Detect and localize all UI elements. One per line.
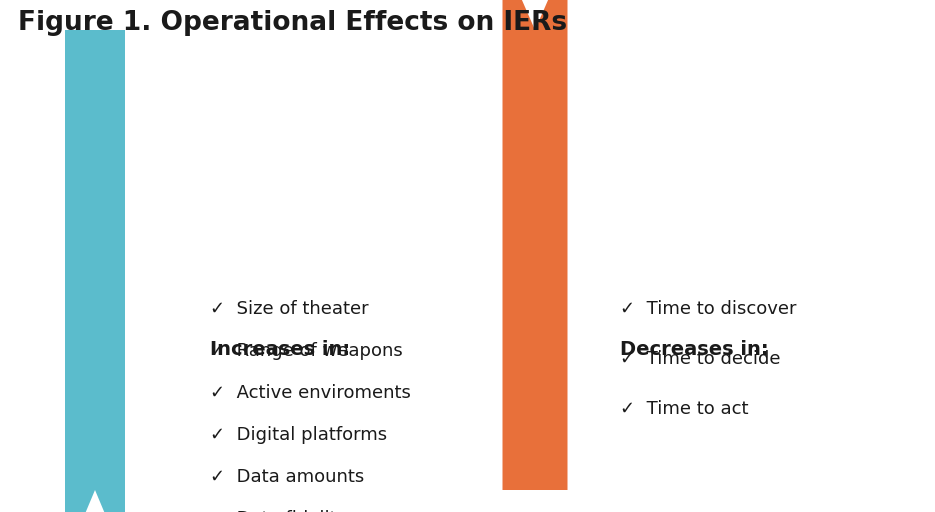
Text: ✓  Time to act: ✓ Time to act [620,400,749,418]
Text: ✓  Time to decide: ✓ Time to decide [620,350,781,368]
Text: ✓  Data amounts: ✓ Data amounts [210,468,365,486]
Text: ✓  Active enviroments: ✓ Active enviroments [210,384,410,402]
Text: Decreases in:: Decreases in: [620,340,769,359]
Text: Figure 1. Operational Effects on IERs: Figure 1. Operational Effects on IERs [18,10,568,36]
Text: ✓  Range of weapons: ✓ Range of weapons [210,342,403,360]
Text: ✓  Time to discover: ✓ Time to discover [620,300,797,318]
Text: ✓  Size of theater: ✓ Size of theater [210,300,368,318]
Text: ✓  Data fidelity: ✓ Data fidelity [210,510,347,512]
Text: ✓  Digital platforms: ✓ Digital platforms [210,426,387,444]
Polygon shape [30,30,160,512]
Text: Increases in:: Increases in: [210,340,350,359]
Polygon shape [468,0,602,490]
